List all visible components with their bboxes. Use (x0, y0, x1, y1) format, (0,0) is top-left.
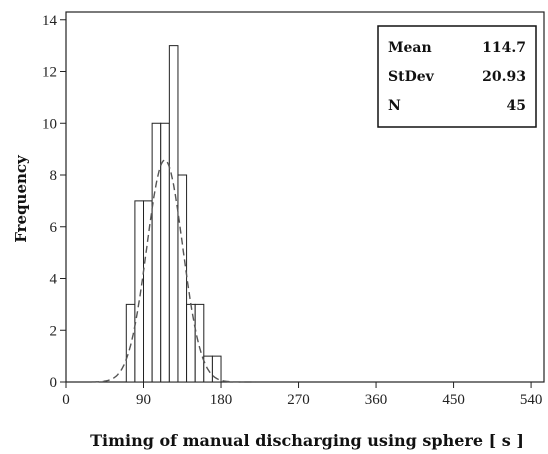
stats-label-n: N (388, 98, 401, 114)
x-axis-title: Timing of manual discharging using spher… (90, 431, 524, 450)
y-tick-label-10: 10 (42, 116, 57, 132)
y-tick-label-2: 2 (50, 323, 58, 339)
y-axis-title: Frequency (12, 154, 30, 243)
x-tick-label-180: 180 (210, 392, 233, 408)
stats-value-stdev: 20.93 (482, 69, 526, 85)
fit-curve-group (91, 159, 256, 383)
plot-frame (65, 11, 545, 383)
y-tick-label-14: 14 (42, 13, 58, 29)
stats-label-stdev: StDev (388, 69, 435, 85)
histogram-bar-8 (194, 303, 205, 383)
x-tick-label-450: 450 (442, 392, 465, 408)
y-tick-label-0: 0 (50, 375, 58, 391)
histogram-bar-0 (125, 303, 136, 383)
histogram-bar-5 (168, 45, 179, 383)
stats-label-mean: Mean (388, 40, 432, 56)
histogram-bar-7 (186, 303, 196, 383)
stats-box: Mean 114.7 StDev 20.93 N 45 (377, 25, 537, 128)
x-tick-label-540: 540 (520, 392, 543, 408)
stats-box-border (377, 25, 537, 128)
stats-value-mean: 114.7 (482, 40, 526, 56)
y-tick-label-12: 12 (42, 65, 57, 81)
tick-labels: 0 90 180 270 360 450 540 0 2 4 6 8 10 12 14 (42, 13, 542, 408)
y-tick-label-6: 6 (50, 220, 58, 236)
normal-fit-curve (91, 159, 256, 383)
plot-border (65, 11, 545, 383)
x-tick-label-270: 270 (287, 392, 310, 408)
histogram-bar-6 (177, 174, 188, 383)
histogram-bar-1 (134, 200, 145, 383)
histogram-bar-3 (151, 122, 162, 383)
y-tick-label-8: 8 (50, 168, 58, 184)
x-tick-label-90: 90 (136, 392, 151, 408)
x-tick-label-0: 0 (62, 392, 70, 408)
x-tick-label-360: 360 (365, 392, 388, 408)
histogram-bar-10 (211, 355, 222, 383)
axes (60, 19, 532, 388)
histogram-bar-2 (143, 200, 153, 383)
histogram-bars (125, 45, 222, 383)
stats-value-n: 45 (507, 98, 526, 114)
y-tick-label-4: 4 (50, 272, 58, 288)
